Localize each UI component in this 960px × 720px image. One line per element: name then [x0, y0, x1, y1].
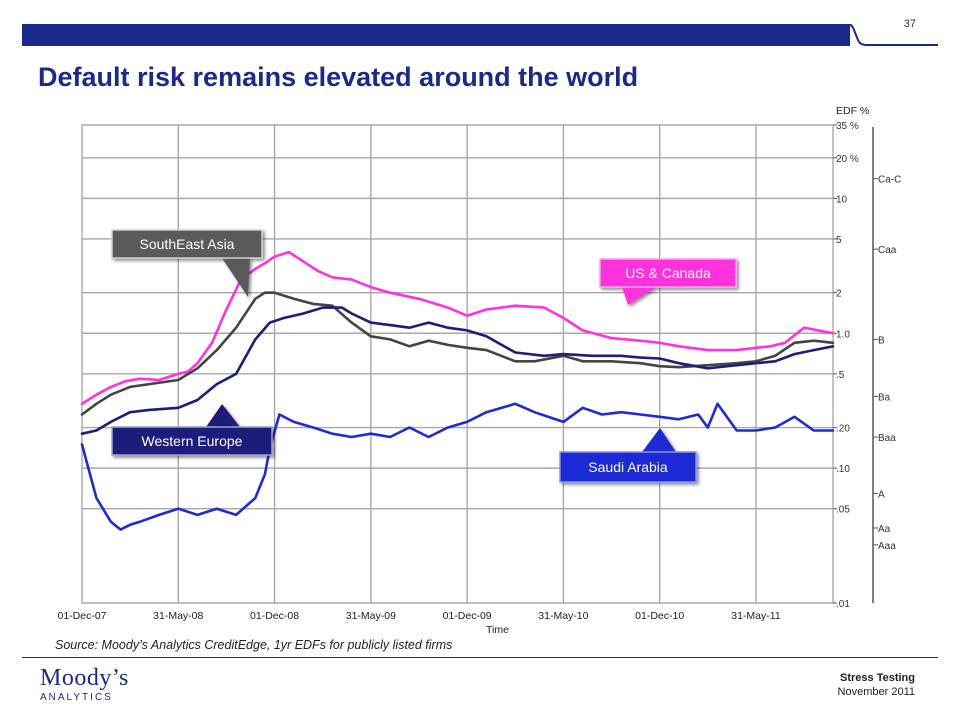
callout-label: Western Europe: [142, 433, 243, 449]
callout-label: SouthEast Asia: [140, 236, 235, 252]
y-tick-label: .05: [836, 505, 850, 516]
rating-label: Aaa: [878, 541, 896, 552]
x-axis-label: Time: [486, 624, 509, 636]
rating-label: Ca-C: [878, 175, 901, 186]
x-tick-label: 31-May-11: [731, 610, 781, 622]
x-tick-label: 01-Dec-10: [635, 610, 684, 622]
footer-date: November 2011: [837, 686, 915, 698]
callout-saudi-arabia: Saudi Arabia: [559, 428, 697, 483]
callout-western-europe: Western Europe: [111, 404, 273, 456]
source-note: Source: Moody’s Analytics CreditEdge, 1y…: [55, 638, 453, 652]
header-bar: [22, 24, 850, 46]
y-tick-label: 5: [836, 235, 842, 246]
rating-label: Aa: [878, 524, 891, 535]
series-line: [80, 250, 835, 406]
moodys-analytics-logo: Moody’s ANALYTICS: [40, 666, 129, 703]
callout-pointer: [622, 287, 656, 305]
rating-label: Baa: [878, 433, 896, 444]
callout-box: [599, 258, 737, 288]
page-number: 37: [903, 18, 916, 30]
y-axis-label: EDF %: [836, 105, 869, 117]
y-tick-label: 10: [836, 194, 848, 205]
footer-info: Stress Testing November 2011: [838, 671, 915, 699]
callout-us-canada: US & Canada: [599, 258, 737, 305]
rating-label: Ba: [878, 392, 891, 403]
x-tick-label: 01-Dec-07: [57, 610, 106, 622]
x-tick-label: 31-May-09: [346, 610, 396, 622]
callout-label: US & Canada: [625, 265, 711, 281]
y-tick-label: .01: [836, 599, 850, 610]
callout-label: Saudi Arabia: [588, 459, 668, 475]
y-tick-label: 20 %: [836, 154, 859, 165]
rating-label: A: [878, 489, 885, 500]
callout-box: [111, 229, 263, 259]
footer-title: Stress Testing: [840, 672, 915, 684]
y-tick-label: 2: [836, 289, 842, 300]
header-tab: [838, 24, 938, 46]
rating-label: B: [878, 335, 885, 346]
series-line: [80, 306, 835, 436]
chart-annotations: SouthEast Asia US & Canada Western Europe S…: [111, 229, 737, 483]
x-tick-label: 31-May-10: [538, 610, 588, 622]
slide-title: Default risk remains elevated around the…: [38, 62, 639, 92]
edf-line-chart: 35 % 20 % 10 5 2 1.0 .5 .20 .10 .05 .01 01-Dec-07 31…: [57, 105, 901, 636]
y-tick-label: .20: [836, 424, 850, 435]
callout-pointer: [222, 258, 250, 297]
y-tick-label: 1.0: [836, 329, 850, 340]
series-line: [80, 291, 835, 416]
callout-box: [559, 451, 697, 483]
y-tick-label: .10: [836, 464, 850, 475]
chart-series: [80, 250, 835, 531]
callout-southeast-asia: SouthEast Asia: [111, 229, 263, 297]
series-line: [80, 402, 835, 531]
logo-subtitle: ANALYTICS: [40, 692, 113, 703]
x-tick-label: 01-Dec-08: [250, 610, 299, 622]
x-tick-label: 01-Dec-09: [443, 610, 492, 622]
chart-axes: 35 % 20 % 10 5 2 1.0 .5 .20 .10 .05 .01 01-Dec-07 31…: [57, 105, 901, 636]
callout-pointer: [206, 404, 240, 427]
x-tick-label: 31-May-08: [153, 610, 203, 622]
logo-wordmark: Moody’s: [40, 665, 129, 691]
callout-box: [111, 426, 273, 456]
footer-divider: [22, 657, 938, 658]
y-tick-label: 35 %: [836, 121, 859, 132]
rating-label: Caa: [878, 245, 897, 256]
callout-pointer: [642, 428, 676, 452]
y-tick-label: .5: [836, 370, 845, 381]
